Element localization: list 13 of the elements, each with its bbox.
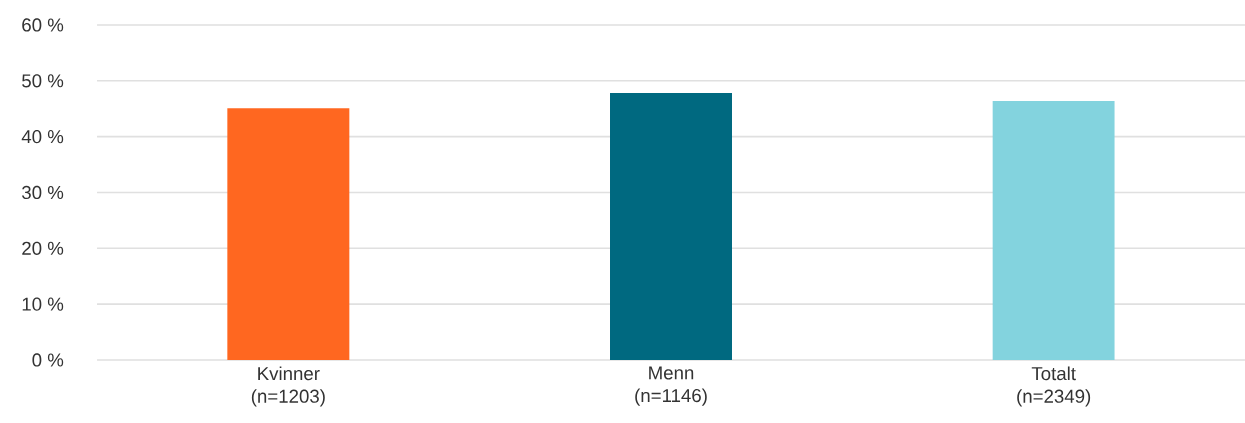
y-tick-label: 50 %	[22, 74, 64, 88]
y-tick-label: 30 %	[22, 185, 64, 200]
y-tick-label: 10 %	[22, 297, 64, 311]
x-tick-label: Kvinner (n=1203)	[251, 366, 325, 407]
x-tick-label: Menn (n=1146)	[635, 366, 707, 406]
y-tick-label: 0 %	[32, 353, 64, 367]
y-tick-label: 60 %	[22, 18, 64, 32]
y-tick-label: 20 %	[22, 241, 64, 255]
bar	[992, 100, 1115, 360]
y-tick-label: 40 %	[21, 130, 64, 144]
x-tick-label: Totalt (n=2349)	[1017, 366, 1091, 407]
bar	[610, 93, 732, 360]
bar	[227, 108, 350, 360]
